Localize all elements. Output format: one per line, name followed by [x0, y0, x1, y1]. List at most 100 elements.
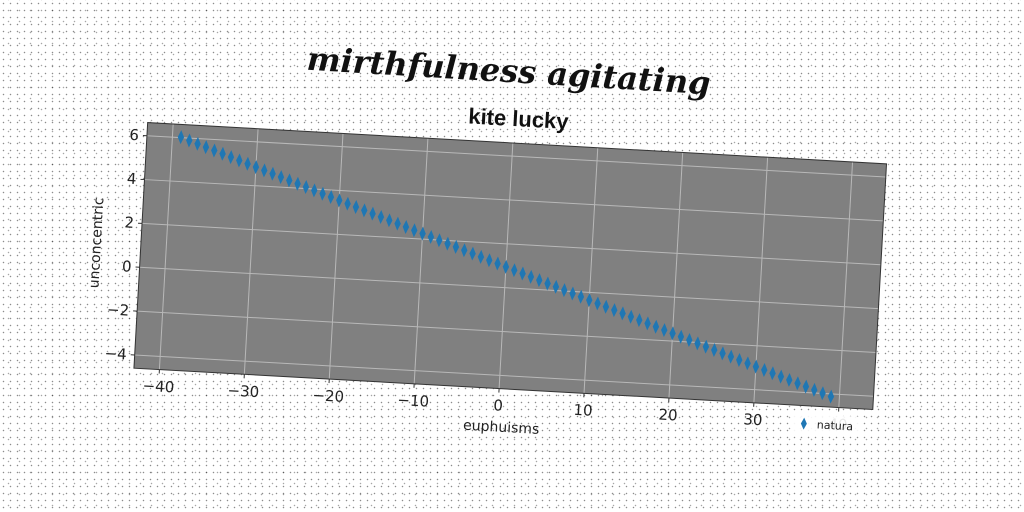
scatter-point: [752, 359, 760, 374]
scatter-point: [311, 183, 318, 198]
scatter-point: [286, 173, 293, 188]
scatter-point: [519, 266, 526, 281]
scatter-point: [611, 303, 618, 318]
scatter-point: [194, 136, 201, 151]
grid-lines: [134, 123, 886, 408]
scatter-point: [744, 356, 751, 371]
scatter-point: [386, 213, 393, 228]
scatter-point: [552, 279, 560, 294]
scatter-point: [411, 223, 418, 238]
grid-line-x: [668, 152, 684, 399]
scatter-point: [669, 326, 676, 341]
scatter-point: [719, 346, 726, 361]
scatter-point: [586, 293, 593, 308]
grid-line-y: [141, 222, 881, 266]
scatter-point: [736, 352, 743, 367]
scatter-point: [602, 299, 610, 314]
grid-line-x: [838, 161, 854, 408]
scatter-point: [569, 286, 576, 301]
scatter-point: [502, 259, 510, 274]
scatter-point: [694, 336, 701, 351]
scatter-point: [236, 153, 243, 168]
scatter-point: [686, 333, 693, 348]
scatter-series: [177, 130, 835, 404]
scatter-point: [252, 160, 260, 175]
scatter-point: [177, 130, 185, 145]
scatter-point: [402, 219, 410, 234]
scatter-point: [219, 146, 226, 161]
scatter-point: [786, 372, 793, 387]
y-tick-label: 6: [129, 126, 140, 145]
scatter-point: [427, 229, 435, 244]
scatter-point: [727, 349, 735, 364]
y-tick-label: −4: [104, 344, 127, 363]
y-tick-label: 2: [124, 213, 135, 232]
scatter-point: [661, 323, 668, 338]
x-tick-label: −10: [397, 391, 430, 411]
scatter-point: [527, 269, 535, 284]
scatter-point: [327, 190, 335, 205]
scatter-point: [769, 366, 776, 381]
legend-box: [791, 413, 861, 437]
scatter-point: [486, 253, 493, 268]
grid-line-y: [146, 135, 886, 178]
scatter-point: [394, 216, 401, 231]
scatter-point: [561, 283, 568, 298]
x-tick-label: −20: [312, 386, 345, 406]
scatter-point: [344, 196, 351, 211]
scatter-point: [336, 193, 343, 208]
y-tick-label: 0: [122, 257, 133, 276]
grid-line-x: [583, 147, 599, 394]
grid-line-x: [413, 138, 429, 384]
y-tick-label: 4: [126, 170, 137, 189]
scatter-point: [244, 156, 251, 171]
scatter-point: [677, 329, 685, 344]
scatter-point: [794, 376, 801, 391]
scatter-point: [452, 239, 460, 254]
scatter-point: [369, 206, 376, 221]
scatter-point: [536, 273, 543, 288]
scatter-point: [627, 309, 635, 324]
scatter-point: [436, 233, 443, 248]
scatter-point: [202, 140, 210, 155]
scatter-point: [827, 389, 835, 404]
scatter-point: [644, 316, 651, 331]
scatter-point: [294, 176, 301, 191]
y-tick-label: −2: [107, 300, 130, 319]
scatter-point: [544, 276, 551, 291]
grid-line-x: [328, 133, 344, 380]
scatter-point: [494, 256, 501, 271]
scatter-point: [636, 313, 643, 328]
scatter-point: [777, 369, 785, 384]
scatter-point: [819, 386, 826, 401]
chart-title: kite lucky: [468, 103, 570, 134]
x-tick-label: 0: [493, 396, 504, 415]
grid-line-y: [139, 266, 879, 310]
scatter-point: [811, 382, 818, 397]
scatter-point: [619, 306, 626, 321]
scatter-point: [469, 246, 476, 261]
scatter-point: [444, 236, 451, 251]
scatter-point: [211, 143, 218, 158]
scatter-point: [652, 319, 660, 334]
scatter-point: [419, 226, 426, 241]
scatter-point: [361, 203, 368, 218]
scatter-point: [377, 209, 385, 224]
scatter-point: [186, 133, 193, 148]
x-tick-label: −30: [227, 381, 260, 401]
plot-axes: kite lucky −40−30−20−10010203040−4−20246…: [86, 103, 888, 438]
legend-marker: [800, 417, 807, 430]
y-axis-label: unconcentric: [86, 197, 107, 289]
scatter-point: [511, 263, 518, 278]
x-tick-label: −40: [142, 377, 175, 397]
scatter-point: [319, 186, 326, 201]
scatter-point: [269, 166, 276, 181]
scatter-point: [352, 200, 360, 214]
plot-frame: [133, 122, 888, 410]
scatter-point: [594, 296, 601, 311]
scatter-point: [227, 150, 235, 165]
grid-line-x: [158, 123, 174, 370]
x-tick-label: 20: [658, 406, 678, 425]
scatter-point: [802, 379, 810, 394]
